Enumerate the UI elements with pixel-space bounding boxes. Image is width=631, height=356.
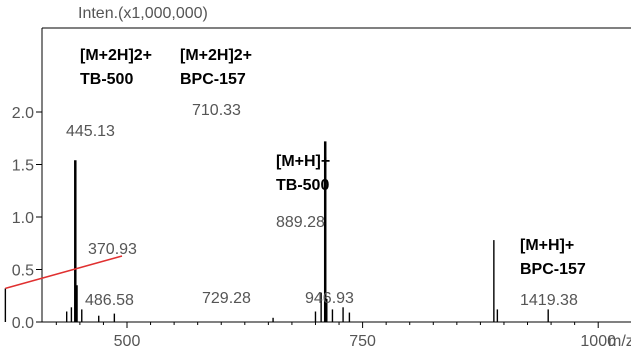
y-tick-label: 2.0 bbox=[12, 105, 34, 122]
peak-label: 445.13 bbox=[66, 123, 115, 140]
peak-label: 710.33 bbox=[192, 102, 241, 119]
x-tick-label: 500 bbox=[114, 333, 141, 350]
peak-label: 486.58 bbox=[85, 292, 134, 309]
peak-label: 889.28 bbox=[276, 214, 325, 231]
peak-labels: 445.13 710.33 889.28 370.93 486.58 729.28 946.… bbox=[66, 102, 578, 309]
y-axis-title-text: Inten.(x1,000,000) bbox=[78, 5, 208, 22]
annotation-text: [M+2H]2+ bbox=[180, 47, 252, 64]
x-tick-label: 750 bbox=[349, 333, 376, 350]
annotation-text: BPC-157 bbox=[180, 71, 246, 88]
annotation-text: [M+H]+ bbox=[520, 237, 574, 254]
x-axis-title: m/z bbox=[608, 333, 631, 350]
annotation-text: BPC-157 bbox=[520, 261, 586, 278]
annotation-text: TB-500 bbox=[276, 177, 329, 194]
y-tick-label: 0.0 bbox=[12, 315, 34, 332]
peak-label: 1419.38 bbox=[520, 292, 578, 309]
annotation-text: [M+2H]2+ bbox=[80, 47, 152, 64]
annotation-text: [M+H]+ bbox=[276, 153, 330, 170]
y-tick-label: 1.0 bbox=[12, 210, 34, 227]
y-tick-label: 0.5 bbox=[12, 263, 34, 280]
annotations: [M+2H]2+ TB-500 [M+2H]2+ BPC-157 [M+H]+ TB-50… bbox=[5, 47, 586, 290]
leader-line bbox=[5, 255, 123, 290]
peak-label: 370.93 bbox=[88, 241, 137, 258]
x-tick-label: 1000 bbox=[580, 333, 616, 350]
y-axis-title: Inten.(x1,000,000) bbox=[78, 5, 208, 22]
y-axis: 0.0 0.5 1.0 1.5 2.0 bbox=[12, 105, 42, 332]
peak-sticks bbox=[4, 141, 549, 322]
x-axis-title-text: m/z bbox=[608, 333, 631, 350]
x-axis: 50075010001250 bbox=[55, 322, 616, 350]
plot-frame bbox=[41, 27, 631, 323]
peak-label: 946.93 bbox=[305, 290, 354, 307]
y-tick-label: 1.5 bbox=[12, 158, 34, 175]
annotation-text: TB-500 bbox=[80, 71, 133, 88]
peak-label: 729.28 bbox=[202, 290, 251, 307]
